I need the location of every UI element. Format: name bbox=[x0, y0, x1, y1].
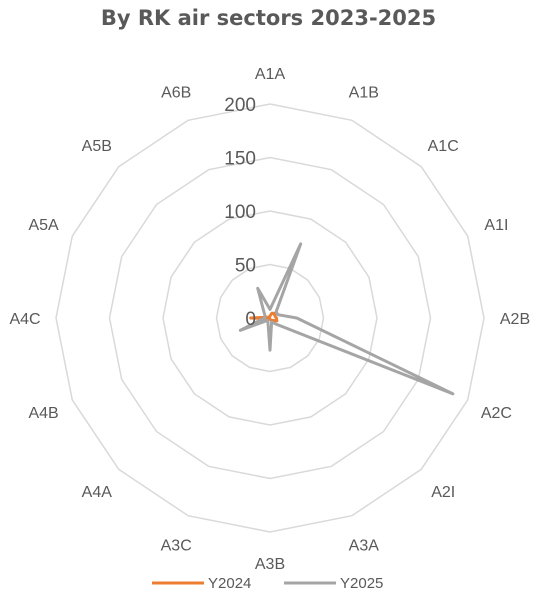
category-label: A4B bbox=[28, 405, 58, 422]
legend-label-y2025: Y2025 bbox=[340, 575, 383, 592]
grid-ring-50 bbox=[215, 263, 325, 373]
axis-tick-label: 100 bbox=[224, 202, 256, 223]
category-label: A1I bbox=[484, 217, 508, 234]
series-line-y2024 bbox=[249, 311, 279, 323]
category-label: A2B bbox=[500, 311, 530, 328]
category-label: A4A bbox=[82, 484, 113, 501]
category-label: A3B bbox=[255, 556, 285, 573]
category-label: A6B bbox=[161, 85, 191, 102]
axis-tick-label: 200 bbox=[224, 95, 256, 116]
category-label: A5A bbox=[28, 217, 59, 234]
axis-tick-label: 0 bbox=[245, 309, 256, 330]
category-label: A1A bbox=[255, 66, 286, 83]
category-label: A1C bbox=[428, 138, 459, 155]
category-label: A2I bbox=[431, 484, 455, 501]
axis-tick-label: 150 bbox=[224, 149, 256, 170]
category-label: A5B bbox=[82, 138, 112, 155]
category-label: A3C bbox=[161, 537, 192, 554]
chart-title: By RK air sectors 2023-2025 bbox=[100, 6, 437, 30]
grid-ring-100 bbox=[162, 210, 378, 426]
legend-label-y2024: Y2024 bbox=[208, 575, 251, 592]
category-label: A1B bbox=[349, 85, 379, 102]
series-line-y2025 bbox=[238, 242, 455, 396]
grid-ring-150 bbox=[108, 156, 432, 480]
grid-ring-200 bbox=[55, 103, 485, 533]
category-label: A3A bbox=[349, 537, 380, 554]
axis-tick-label: 50 bbox=[235, 256, 256, 277]
category-label: A4C bbox=[9, 311, 40, 328]
category-label: A2C bbox=[481, 405, 512, 422]
